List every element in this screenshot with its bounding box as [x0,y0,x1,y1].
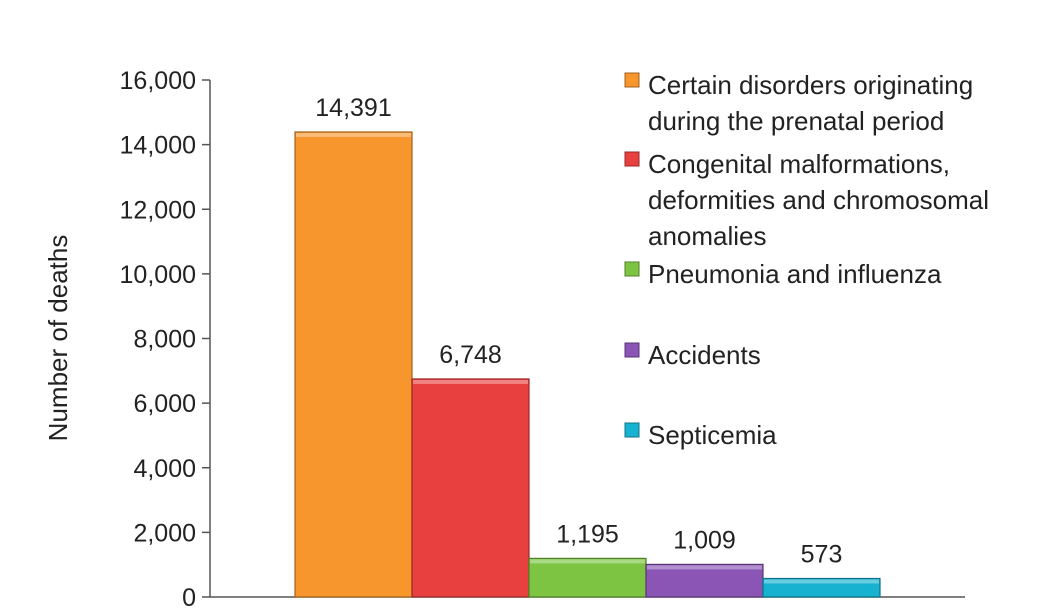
y-tick-label: 10,000 [120,261,196,289]
legend-label: Septicemia [648,420,777,450]
y-tick-label: 0 [182,584,196,612]
y-axis-title: Number of deaths [43,235,73,442]
y-tick-label: 6,000 [133,390,196,418]
legend-swatch [624,151,640,167]
y-tick-label: 4,000 [133,455,196,483]
y-tick-label: 16,000 [120,67,196,95]
legend-label: Accidents [648,340,761,370]
data-label: 6,748 [439,341,502,369]
legend-item: Septicemia [624,420,777,450]
legend-label: deformities and chromosomal [648,185,989,215]
legend-swatch [624,261,640,277]
y-tick-label: 14,000 [120,132,196,160]
legend-item: Pneumonia and influenza [624,259,942,289]
legend-label: Congenital malformations, [648,149,950,179]
y-tick-label: 8,000 [133,326,196,354]
y-tick-label: 12,000 [120,196,196,224]
bar-3 [528,557,647,598]
legend-swatch [624,422,640,438]
legend-item: Accidents [624,340,761,370]
legend-label: Certain disorders originating [648,70,973,100]
legend-item: Certain disorders originating during the … [624,70,973,136]
legend-label: Pneumonia and influenza [648,259,942,289]
bars [294,131,881,598]
bar-5 [762,577,881,598]
bar-rect [411,378,530,598]
bar-rect [645,563,764,598]
bar-highlight [413,379,528,384]
bar-1 [294,131,413,598]
bar-highlight [530,559,645,564]
data-label: 573 [801,540,843,568]
bar-highlight [764,579,879,584]
legend-label: during the prenatal period [648,106,944,136]
bar-2 [411,378,530,598]
y-tick-label: 2,000 [133,519,196,547]
data-label: 1,195 [556,520,619,548]
bar-highlight [647,565,762,570]
legend-item: Congenital malformations, deformities and… [624,149,989,251]
data-label: 1,009 [673,526,736,554]
legend-swatch [624,72,640,88]
axes: 0 2,000 4,000 6,000 8,000 10,000 12,000 14,000 1… [120,67,965,612]
bar-4 [645,563,764,598]
legend: Certain disorders originating during the … [624,70,989,450]
data-labels: 14,391 6,748 1,195 1,009 573 [315,94,842,568]
legend-label: anomalies [648,221,767,251]
bar-rect [528,557,647,598]
legend-swatch [624,342,640,358]
bar-highlight [296,132,411,137]
bar-rect [294,131,413,598]
data-label: 14,391 [315,94,391,122]
